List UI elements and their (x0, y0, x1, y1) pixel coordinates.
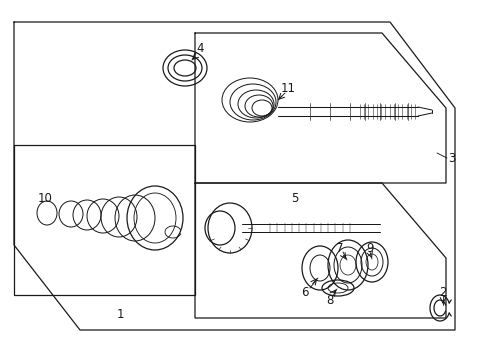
Text: 9: 9 (366, 242, 373, 255)
Text: 10: 10 (38, 192, 52, 204)
Text: 1: 1 (116, 309, 123, 321)
Text: 4: 4 (196, 41, 203, 54)
Text: 5: 5 (291, 192, 298, 204)
Text: 11: 11 (280, 81, 295, 95)
Text: 2: 2 (438, 285, 446, 298)
Text: 6: 6 (301, 285, 308, 298)
Text: 7: 7 (336, 242, 343, 255)
Text: 3: 3 (447, 152, 455, 165)
Text: 8: 8 (325, 293, 333, 306)
